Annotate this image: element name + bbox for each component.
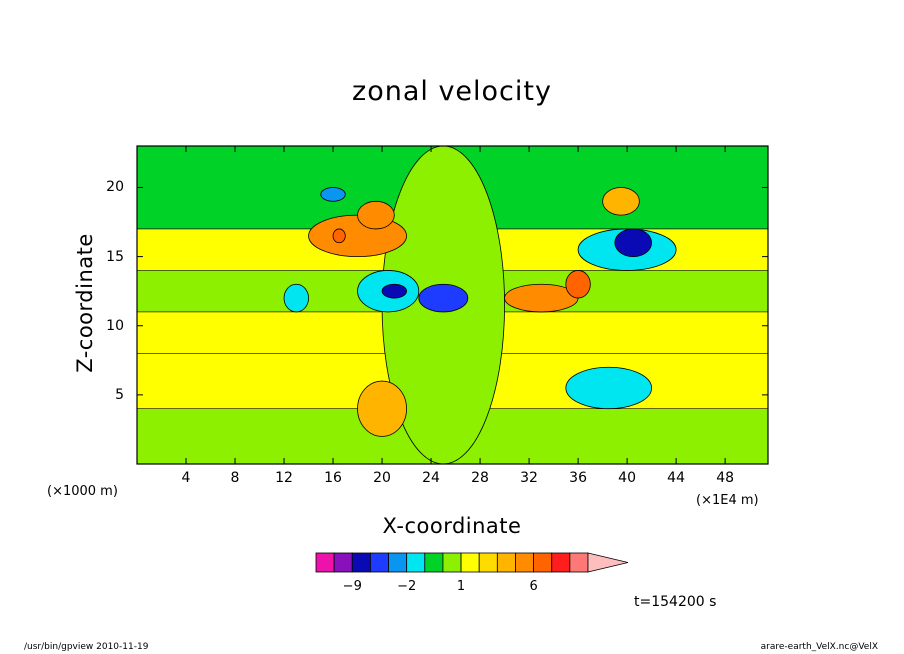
x-axis-unit: (×1E4 m)	[696, 493, 759, 508]
chart-title: zonal velocity	[352, 76, 552, 107]
colorbar-segment	[315, 552, 335, 573]
x-tick-label: 24	[422, 470, 440, 486]
colorbar-segment	[369, 552, 389, 573]
plot-frame	[136, 145, 769, 465]
y-tick-label: 10	[106, 317, 124, 334]
colorbar-segment	[406, 552, 426, 573]
colorbar-tick-label: 6	[529, 579, 538, 594]
footer-left: /usr/bin/gpview 2010-11-19	[24, 642, 149, 652]
footer-right: arare-earth_VelX.nc@VelX	[760, 642, 878, 652]
x-tick-label: 40	[618, 470, 637, 486]
contour-region	[357, 380, 407, 437]
contour-field	[137, 146, 768, 464]
contour-region	[418, 283, 469, 313]
contour-region	[283, 283, 309, 313]
contour-region	[320, 187, 346, 202]
x-tick-label: 36	[569, 470, 587, 486]
colorbar-segment	[551, 552, 571, 573]
colorbar-arrow	[587, 552, 629, 573]
colorbar-tick-label: −9	[342, 579, 362, 594]
colorbar-tick-label: −2	[397, 579, 417, 594]
x-axis-label: X-coordinate	[382, 514, 522, 538]
contour-region	[357, 200, 395, 230]
y-tick-label: 5	[115, 386, 124, 403]
contour-region	[381, 283, 407, 299]
colorbar-tick-label: 1	[456, 579, 466, 594]
x-tick-label: 28	[471, 470, 489, 486]
colorbar	[315, 552, 629, 573]
colorbar-segment	[496, 552, 516, 573]
x-tick-label: 32	[520, 470, 538, 486]
x-tick-label: 12	[275, 470, 293, 486]
x-tick-label: 8	[230, 470, 240, 486]
y-tick-label: 15	[106, 248, 124, 265]
y-axis-unit: (×1000 m)	[47, 484, 118, 499]
colorbar-segment	[460, 552, 480, 573]
axis-tick-marks	[137, 146, 768, 464]
contour-region	[565, 366, 653, 410]
contour-region	[565, 270, 591, 299]
x-tick-label: 48	[716, 470, 735, 486]
contour-region	[614, 228, 653, 258]
y-tick-label: 20	[106, 179, 124, 196]
colorbar-segment	[388, 552, 408, 573]
contour-region	[602, 187, 640, 216]
time-label: t=154200 s	[634, 594, 717, 610]
colorbar-segment	[478, 552, 498, 573]
colorbar-segment	[533, 552, 553, 573]
x-tick-label: 16	[324, 470, 342, 486]
x-tick-label: 44	[667, 470, 686, 486]
colorbar-segment	[515, 552, 535, 573]
colorbar-segment	[569, 552, 589, 573]
colorbar-segment	[424, 552, 444, 573]
colorbar-segment	[442, 552, 462, 573]
y-axis-label: Z-coordinate	[73, 233, 97, 373]
colorbar-segment	[351, 552, 371, 573]
colorbar-segment	[333, 552, 353, 573]
x-tick-label: 20	[373, 470, 391, 486]
contour-region	[332, 228, 346, 244]
x-tick-label: 4	[181, 470, 191, 486]
